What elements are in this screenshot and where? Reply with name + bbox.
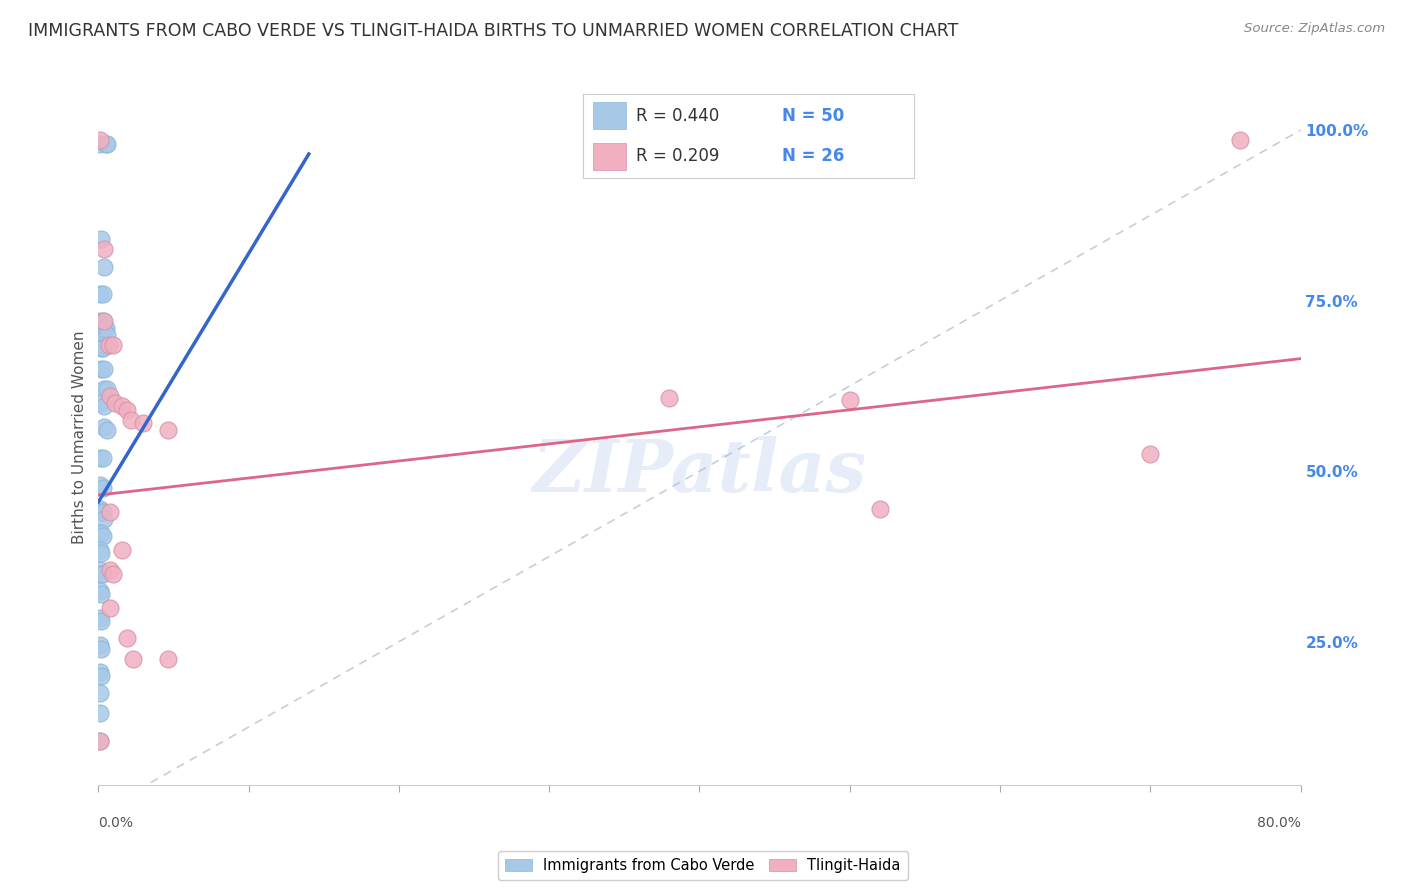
Point [90, 342, 112, 356]
Point [103, 338, 125, 352]
Point [111, 400, 134, 414]
Point [658, 391, 681, 405]
Point [100, 389, 122, 403]
Text: N = 26: N = 26 [782, 147, 844, 165]
Point [122, 652, 145, 666]
Point [96, 382, 118, 396]
Point [93, 260, 115, 274]
Point [100, 505, 122, 519]
Text: 80.0%: 80.0% [1257, 816, 1301, 830]
Point [93, 243, 115, 257]
Point [94, 321, 117, 335]
Point [104, 396, 127, 410]
Point [91, 505, 114, 519]
Point [93, 321, 115, 335]
Bar [593, 103, 627, 129]
Point [89, 338, 111, 352]
Point [93, 362, 115, 376]
Point [91, 314, 114, 328]
Point [90, 546, 112, 560]
Y-axis label: Births to Unmarried Women: Births to Unmarried Women [72, 330, 87, 544]
Point [89, 501, 111, 516]
Point [89, 686, 111, 700]
Point [93, 512, 115, 526]
Point [100, 563, 122, 577]
Text: N = 50: N = 50 [782, 107, 844, 125]
Point [91, 342, 114, 356]
Point [100, 600, 122, 615]
Point [96, 423, 118, 437]
Point [97, 338, 120, 352]
Text: IMMIGRANTS FROM CABO VERDE VS TLINGIT-HAIDA BIRTHS TO UNMARRIED WOMEN CORRELATIO: IMMIGRANTS FROM CABO VERDE VS TLINGIT-HA… [28, 22, 959, 40]
Point [1139, 447, 1161, 461]
Point [89, 733, 111, 747]
Point [90, 669, 112, 683]
Point [91, 529, 114, 543]
Point [89, 611, 111, 625]
Text: ZIPatlas: ZIPatlas [533, 436, 866, 508]
Point [156, 652, 179, 666]
Point [89, 583, 111, 598]
Point [91, 286, 114, 301]
Point [132, 417, 155, 431]
Point [1229, 133, 1251, 147]
Point [90, 362, 112, 376]
Point [103, 566, 125, 581]
Point [90, 587, 112, 601]
Legend: Immigrants from Cabo Verde, Tlingit-Haida: Immigrants from Cabo Verde, Tlingit-Haid… [498, 851, 908, 880]
Text: R = 0.440: R = 0.440 [637, 107, 720, 125]
Point [90, 614, 112, 628]
Point [121, 413, 143, 427]
Point [89, 563, 111, 577]
Point [91, 450, 114, 465]
Point [156, 423, 179, 437]
Point [89, 136, 111, 151]
Point [89, 665, 111, 680]
Point [89, 450, 111, 465]
Point [96, 136, 118, 151]
Point [90, 525, 112, 540]
Point [89, 286, 111, 301]
Point [91, 566, 114, 581]
Text: Source: ZipAtlas.com: Source: ZipAtlas.com [1244, 22, 1385, 36]
Point [90, 505, 112, 519]
Point [111, 542, 134, 557]
Point [89, 525, 111, 540]
Point [89, 733, 111, 747]
Point [90, 641, 112, 656]
Point [91, 481, 114, 495]
Point [93, 400, 115, 414]
Point [90, 232, 112, 246]
Point [89, 706, 111, 721]
Bar [593, 143, 627, 169]
Text: 0.0%: 0.0% [98, 816, 134, 830]
Point [869, 501, 891, 516]
Point [89, 638, 111, 652]
Point [90, 566, 112, 581]
Point [93, 382, 115, 396]
Point [96, 327, 118, 342]
Point [115, 632, 138, 646]
Text: R = 0.209: R = 0.209 [637, 147, 720, 165]
Point [93, 420, 115, 434]
Point [838, 392, 860, 407]
Point [89, 478, 111, 492]
Point [115, 402, 138, 417]
Point [89, 314, 111, 328]
Point [94, 136, 117, 151]
Point [89, 542, 111, 557]
Point [93, 314, 115, 328]
Point [90, 396, 112, 410]
Point [89, 133, 111, 147]
